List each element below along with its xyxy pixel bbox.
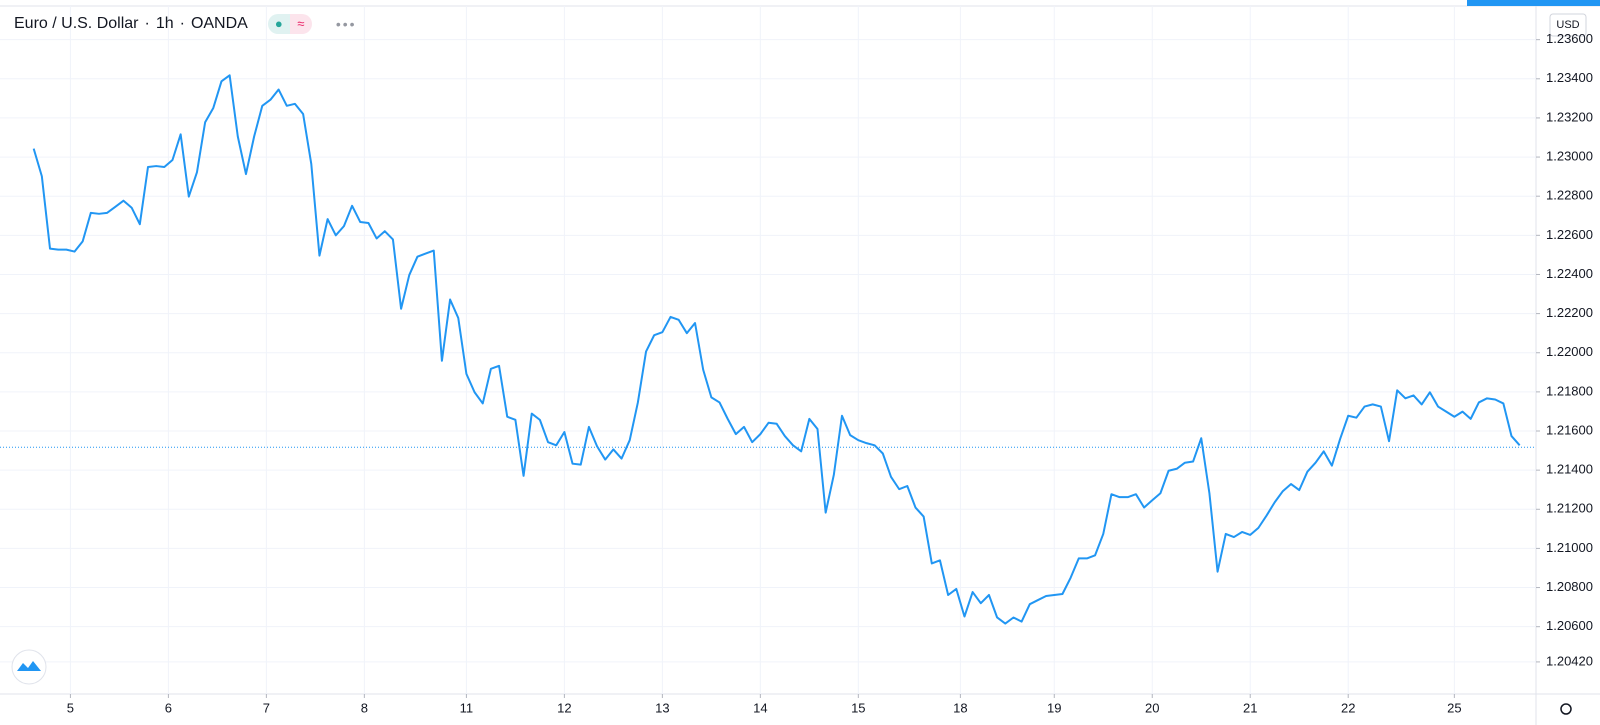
y-tick-label: 1.21800: [1546, 383, 1593, 398]
settings-icon[interactable]: [1560, 703, 1572, 715]
logo-icon: [17, 661, 41, 671]
status-dot: ●: [267, 14, 290, 34]
x-tick-label: 5: [67, 700, 74, 715]
x-tick-label: 18: [953, 700, 967, 715]
status-pill[interactable]: ● ≈: [267, 14, 312, 34]
y-tick-label: 1.23200: [1546, 109, 1593, 124]
y-tick-label: 1.22800: [1546, 188, 1593, 203]
x-tick-label: 7: [263, 700, 270, 715]
x-tick-label: 8: [361, 700, 368, 715]
price-line: [32, 74, 1521, 625]
y-tick-label: 1.23000: [1546, 149, 1593, 164]
x-tick-label: 11: [460, 700, 474, 715]
y-tick-label: 1.22400: [1546, 266, 1593, 281]
y-tick-label: 1.20600: [1546, 618, 1593, 633]
top-tab[interactable]: [1467, 0, 1600, 6]
y-tick-label: 1.21600: [1546, 422, 1593, 437]
y-tick-label: 1.21400: [1546, 462, 1593, 477]
currency-label[interactable]: USD: [1556, 19, 1579, 31]
y-tick-label: 1.21000: [1546, 540, 1593, 555]
x-tick-label: 6: [165, 700, 172, 715]
y-tick-label: 1.23600: [1546, 31, 1593, 46]
x-tick-label: 20: [1145, 700, 1159, 715]
interval: 1h: [155, 15, 174, 32]
source: OANDA: [190, 15, 248, 32]
x-tick-label: 15: [851, 700, 865, 715]
separator: ·: [179, 15, 185, 32]
symbol-title: Euro / U.S. Dollar: [14, 15, 139, 32]
top-strip: [0, 0, 1600, 6]
separator: ·: [144, 15, 150, 32]
y-tick-label: 1.22000: [1546, 344, 1593, 359]
grid: [0, 6, 1536, 694]
x-tick-label: 25: [1447, 700, 1461, 715]
x-tick-label: 13: [655, 700, 669, 715]
y-tick-label: 1.23400: [1546, 70, 1593, 85]
y-tick-label: 1.22600: [1546, 227, 1593, 242]
y-tick-label: 1.20800: [1546, 579, 1593, 594]
header: Euro / U.S. Dollar · 1h · OANDA ● ≈ •••: [14, 14, 357, 34]
more-menu[interactable]: •••: [335, 16, 357, 32]
status-delay: ≈: [289, 14, 312, 34]
x-tick-label: 22: [1341, 700, 1355, 715]
currency-box[interactable]: [1549, 13, 1587, 37]
y-tick-label: 1.22200: [1546, 305, 1593, 320]
x-tick-label: 12: [557, 700, 571, 715]
y-tick-label: 1.21200: [1546, 501, 1593, 516]
x-tick-label: 19: [1047, 700, 1061, 715]
plot: [0, 74, 1536, 625]
x-tick-label: 14: [753, 700, 767, 715]
x-tick-label: 21: [1243, 700, 1257, 715]
y-tick-label: 1.20420: [1546, 653, 1593, 668]
